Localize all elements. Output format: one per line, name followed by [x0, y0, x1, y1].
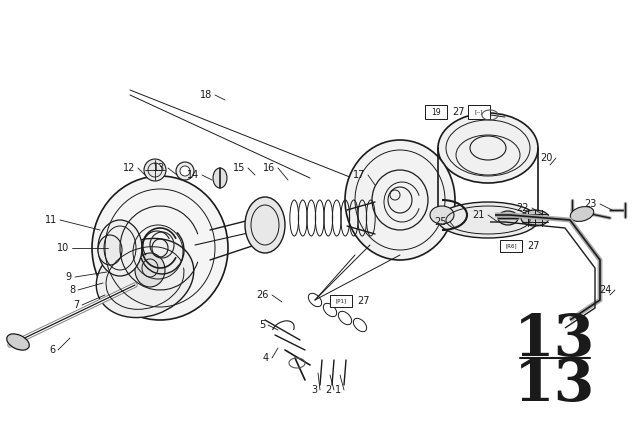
- Text: 13: 13: [153, 163, 165, 173]
- Ellipse shape: [144, 159, 166, 181]
- Ellipse shape: [98, 220, 142, 276]
- Ellipse shape: [438, 113, 538, 183]
- Text: 2: 2: [324, 385, 331, 395]
- Text: 10: 10: [57, 243, 69, 253]
- Text: 1: 1: [335, 385, 341, 395]
- Ellipse shape: [176, 162, 194, 180]
- Text: 26: 26: [257, 290, 269, 300]
- Text: 18: 18: [200, 90, 212, 100]
- Text: 13: 13: [515, 312, 596, 368]
- Bar: [500, 240, 522, 252]
- Text: 4: 4: [263, 353, 269, 363]
- Ellipse shape: [245, 197, 285, 253]
- Ellipse shape: [345, 140, 455, 260]
- Ellipse shape: [521, 210, 549, 226]
- Bar: [425, 105, 447, 119]
- Text: 24: 24: [600, 285, 612, 295]
- Text: 27: 27: [452, 107, 465, 117]
- Ellipse shape: [135, 253, 165, 287]
- Text: 11: 11: [45, 215, 57, 225]
- Ellipse shape: [7, 334, 29, 350]
- Ellipse shape: [92, 176, 228, 320]
- Ellipse shape: [180, 166, 190, 176]
- Ellipse shape: [96, 238, 194, 318]
- Text: 7: 7: [73, 300, 79, 310]
- Text: 23: 23: [584, 199, 597, 209]
- Text: 25: 25: [435, 217, 447, 227]
- Text: 27: 27: [357, 296, 369, 306]
- Text: 16: 16: [263, 163, 275, 173]
- Text: 9: 9: [66, 272, 72, 282]
- Text: [P1]: [P1]: [335, 298, 347, 303]
- Text: 5: 5: [259, 320, 265, 330]
- Text: 17: 17: [353, 170, 365, 180]
- Text: 14: 14: [187, 170, 199, 180]
- Text: 20: 20: [541, 153, 553, 163]
- Bar: [468, 105, 490, 119]
- Text: [--]: [--]: [475, 109, 483, 115]
- Text: 8: 8: [69, 285, 75, 295]
- Text: 22: 22: [516, 203, 529, 213]
- Text: 6: 6: [49, 345, 55, 355]
- Text: 19: 19: [431, 108, 441, 116]
- Ellipse shape: [498, 211, 518, 225]
- Text: 27: 27: [527, 241, 540, 251]
- Text: 12: 12: [123, 163, 135, 173]
- Text: 21: 21: [472, 210, 485, 220]
- Ellipse shape: [213, 168, 227, 188]
- Text: 15: 15: [232, 163, 245, 173]
- Ellipse shape: [430, 206, 454, 224]
- Text: 3: 3: [311, 385, 317, 395]
- Ellipse shape: [570, 207, 594, 221]
- Ellipse shape: [438, 202, 538, 238]
- Text: 13: 13: [515, 357, 596, 413]
- Text: [R6]: [R6]: [505, 244, 517, 249]
- Bar: [330, 295, 352, 307]
- Ellipse shape: [98, 235, 122, 265]
